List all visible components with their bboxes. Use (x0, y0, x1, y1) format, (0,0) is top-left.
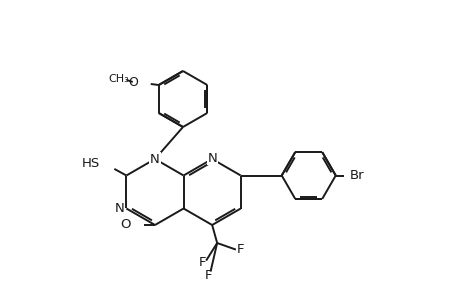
Text: N: N (114, 202, 124, 215)
Text: F: F (236, 243, 244, 256)
Text: F: F (204, 269, 212, 282)
Text: O: O (128, 76, 137, 88)
Text: Br: Br (349, 169, 364, 182)
Text: HS: HS (82, 157, 100, 170)
Text: O: O (120, 218, 131, 232)
Text: N: N (207, 152, 217, 164)
Text: F: F (198, 256, 206, 269)
Text: CH₃: CH₃ (108, 74, 129, 84)
Text: N: N (150, 152, 160, 166)
